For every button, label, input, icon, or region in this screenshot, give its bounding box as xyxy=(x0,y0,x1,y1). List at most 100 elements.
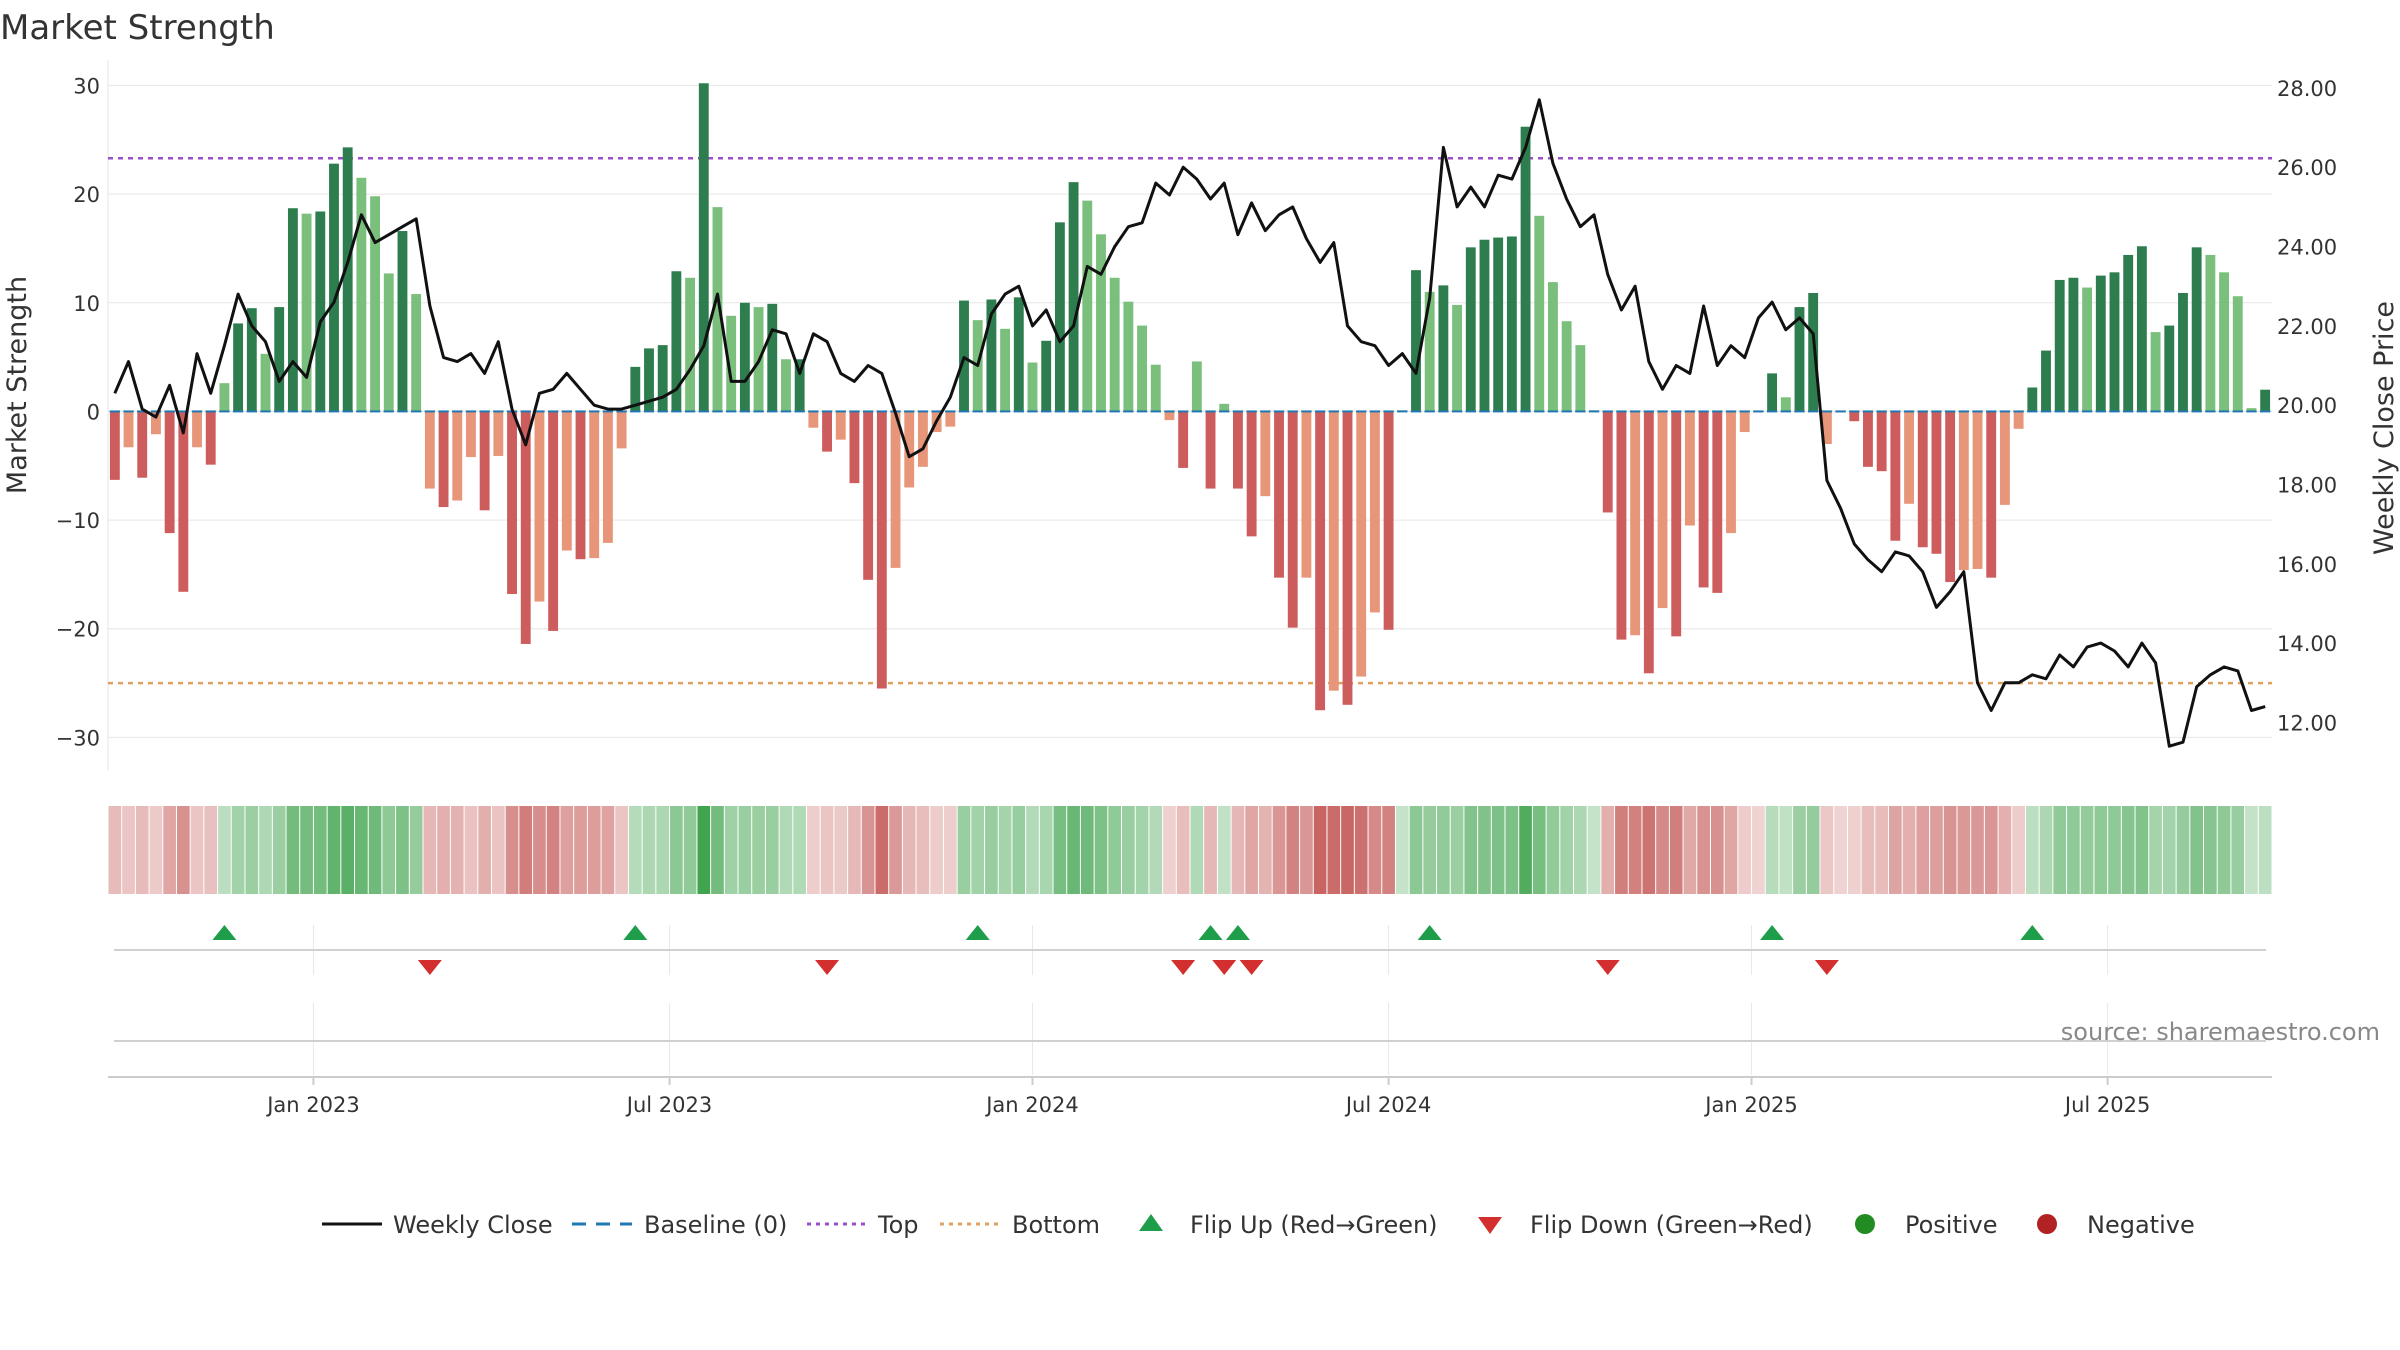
flip-up-marker xyxy=(212,925,237,940)
legend-label-flip_up: Flip Up (Red→Green) xyxy=(1190,1211,1438,1239)
strength-bar xyxy=(192,411,202,448)
heat-cell xyxy=(437,806,450,894)
strength-bar xyxy=(2178,292,2188,412)
strength-bar xyxy=(287,208,298,412)
y-tick-label: −10 xyxy=(56,509,100,533)
strength-bar xyxy=(397,231,408,412)
heat-cell xyxy=(313,806,327,894)
heat-cell xyxy=(1587,806,1601,894)
flip-down-marker xyxy=(1239,960,1264,975)
strength-bar xyxy=(1726,411,1736,534)
flip-up-marker xyxy=(623,925,648,940)
heat-cell xyxy=(1053,806,1067,894)
strength-bar xyxy=(219,383,230,412)
strength-bar xyxy=(1123,301,1134,412)
strength-bar xyxy=(1438,285,1449,412)
strength-bar xyxy=(548,411,559,631)
strength-bar xyxy=(1890,411,1901,541)
heat-cell xyxy=(1026,806,1039,894)
heat-cell xyxy=(2245,806,2258,894)
y2-axis-ticks: 28.00 26.00 24.00 22.00 20.00 18.00 16.00 14.00… xyxy=(2277,77,2337,735)
strength-bar xyxy=(137,411,148,478)
heat-cell xyxy=(985,806,998,894)
strength-bar xyxy=(2136,246,2147,412)
strength-bar xyxy=(1506,236,1517,412)
heat-cell xyxy=(2204,806,2217,894)
heat-cell xyxy=(2190,806,2204,894)
flip-up-marker xyxy=(1225,925,1250,940)
heat-cell xyxy=(450,806,464,894)
reference-lines xyxy=(108,156,2272,685)
strength-bar xyxy=(466,411,476,458)
x-axis: Jan 2023 Jul 2023 Jan 2024 Jul 2024 Jan 2025… xyxy=(108,1076,2272,1117)
y2-tick-label: 22.00 xyxy=(2277,315,2337,339)
strength-bar xyxy=(1109,277,1120,412)
heat-cell xyxy=(368,806,382,894)
heat-cell xyxy=(2176,806,2190,894)
strength-bar xyxy=(1712,411,1723,593)
strength-bar xyxy=(1520,126,1531,412)
heat-cell xyxy=(1354,806,1368,894)
strength-bar xyxy=(726,315,737,412)
legend-label-baseline: Baseline (0) xyxy=(644,1211,787,1239)
heat-cell xyxy=(1437,806,1450,894)
strength-bar xyxy=(1575,345,1586,412)
heat-cell xyxy=(656,806,670,894)
strength-bar xyxy=(2123,254,2134,412)
legend-label-flip_down: Flip Down (Green→Red) xyxy=(1530,1211,1813,1239)
strength-bar xyxy=(2150,332,2161,412)
strength-bar xyxy=(1068,182,1079,412)
strength-bar xyxy=(1041,340,1052,412)
heat-cell xyxy=(1478,806,1491,894)
legend-label-close: Weekly Close xyxy=(393,1211,553,1239)
y2-tick-label: 24.00 xyxy=(2277,236,2337,260)
strength-bar xyxy=(1301,411,1312,578)
heat-cell xyxy=(2121,806,2135,894)
strength-bar xyxy=(164,411,175,534)
heat-cell xyxy=(1286,806,1300,894)
strength-bar xyxy=(1999,411,2010,505)
heat-cell xyxy=(218,806,231,894)
heat-cell xyxy=(902,806,916,894)
heat-cell xyxy=(149,806,163,894)
flip-down-marker xyxy=(1595,960,1620,975)
strength-bar xyxy=(2260,389,2271,412)
strength-bar xyxy=(1684,411,1695,526)
strength-bar xyxy=(575,411,586,560)
heat-cell xyxy=(642,806,656,894)
strength-bar xyxy=(904,411,915,488)
strength-bar xyxy=(945,411,956,427)
y2-tick-label: 28.00 xyxy=(2277,77,2337,101)
heat-cell xyxy=(409,806,423,894)
heat-cell xyxy=(1998,806,2012,894)
strength-bar xyxy=(1054,222,1065,412)
heat-cell xyxy=(1889,806,1902,894)
heat-cell xyxy=(943,806,957,894)
heat-cell xyxy=(807,806,820,894)
heat-cell xyxy=(1861,806,1875,894)
heat-cell xyxy=(738,806,752,894)
y-tick-label: −20 xyxy=(56,618,100,642)
legend-swatch-flip_up xyxy=(1139,1214,1163,1231)
legend-label-bottom: Bottom xyxy=(1012,1211,1100,1239)
heat-cell xyxy=(1341,806,1354,894)
flip-markers-panel xyxy=(114,925,2266,1075)
flip-down-marker xyxy=(1171,960,1196,975)
strength-bar xyxy=(1096,234,1106,412)
strength-bar xyxy=(493,411,504,456)
strength-bar xyxy=(452,411,463,501)
heat-cell xyxy=(1971,806,1984,894)
strength-bar xyxy=(1191,361,1202,412)
strength-bar xyxy=(246,308,257,412)
strength-bar xyxy=(1958,411,1969,571)
strength-bar xyxy=(2013,411,2024,429)
heat-cell xyxy=(1300,806,1313,894)
heat-cell xyxy=(875,806,889,894)
strength-bar xyxy=(2164,325,2175,412)
heat-cell xyxy=(793,806,807,894)
strength-bar xyxy=(1698,411,1709,588)
heat-cell xyxy=(1765,806,1779,894)
strength-bar xyxy=(424,411,435,489)
strength-bar xyxy=(2219,272,2229,412)
strength-bar xyxy=(2082,287,2093,412)
